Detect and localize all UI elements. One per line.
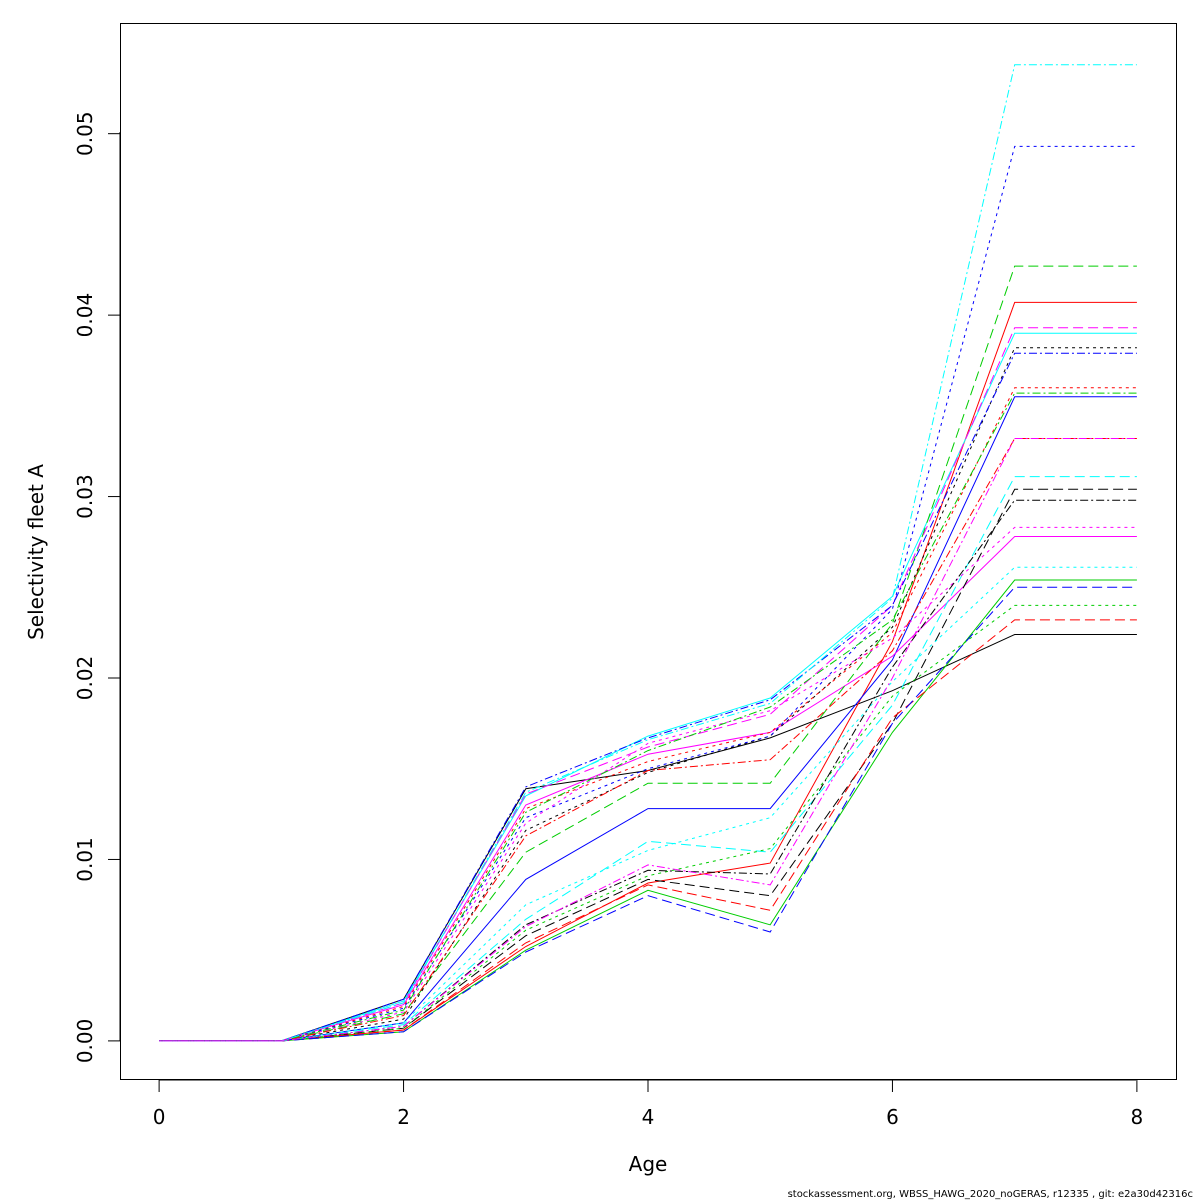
y-tick-label: 0.00	[73, 1019, 97, 1064]
series-line-19	[159, 499, 1137, 1042]
x-tick-label: 0	[153, 1105, 166, 1129]
series-line-13	[159, 347, 1137, 1042]
series-line-8	[159, 619, 1137, 1042]
series-line-7	[159, 488, 1137, 1042]
y-tick-label: 0.05	[73, 111, 97, 156]
y-axis: 0.00 0.01 0.02 0.03 0.04 0.05	[73, 111, 121, 1063]
series-line-15	[159, 604, 1137, 1042]
x-tick-label: 4	[642, 1105, 655, 1129]
series-line-22	[159, 352, 1137, 1042]
series-line-2	[159, 301, 1137, 1042]
y-tick-label: 0.02	[73, 656, 97, 701]
y-tick-label: 0.03	[73, 474, 97, 519]
series-line-11	[159, 476, 1137, 1042]
series-line-23	[159, 64, 1137, 1042]
series-line-17	[159, 566, 1137, 1042]
series-lines	[159, 64, 1137, 1042]
y-tick-label: 0.01	[73, 837, 97, 882]
y-tick-label: 0.04	[73, 293, 97, 338]
y-axis-label: Selectivity fleet A	[24, 464, 48, 640]
x-tick-label: 6	[886, 1105, 899, 1129]
x-tick-label: 8	[1131, 1105, 1144, 1129]
x-ticks: 0 2 4 6 8	[153, 1080, 1144, 1129]
series-line-21	[159, 392, 1137, 1042]
footer-text: stockassessment.org, WBSS_HAWG_2020_noGE…	[788, 1189, 1193, 1200]
series-line-3	[159, 579, 1137, 1042]
x-axis: 0 2 4 6 8	[153, 1079, 1144, 1129]
series-line-20	[159, 438, 1137, 1042]
x-tick-label: 2	[397, 1105, 410, 1129]
series-line-6	[159, 536, 1137, 1042]
series-line-24	[159, 438, 1137, 1042]
series-line-9	[159, 265, 1137, 1042]
y-ticks: 0.00 0.01 0.02 0.03 0.04 0.05	[73, 111, 120, 1063]
series-line-10	[159, 586, 1137, 1042]
series-line-18	[159, 526, 1137, 1042]
x-axis-label: Age	[629, 1152, 668, 1176]
series-line-12	[159, 327, 1137, 1042]
